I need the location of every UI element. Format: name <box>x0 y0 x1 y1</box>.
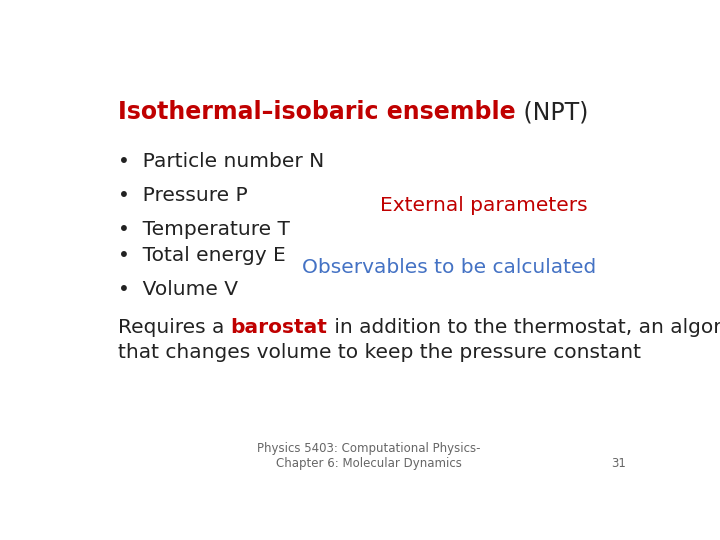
Text: •  Pressure P: • Pressure P <box>118 186 248 205</box>
Text: •  Total energy E: • Total energy E <box>118 246 286 265</box>
Text: in addition to the thermostat, an algorithm: in addition to the thermostat, an algori… <box>328 319 720 338</box>
Text: External parameters: External parameters <box>380 196 588 215</box>
Text: Physics 5403: Computational Physics-
Chapter 6: Molecular Dynamics: Physics 5403: Computational Physics- Cha… <box>257 442 481 470</box>
Text: barostat: barostat <box>230 319 328 338</box>
Text: Requires a: Requires a <box>118 319 230 338</box>
Text: •  Volume V: • Volume V <box>118 280 238 299</box>
Text: 31: 31 <box>611 457 626 470</box>
Text: Observables to be calculated: Observables to be calculated <box>302 258 596 277</box>
Text: Isothermal–isobaric ensemble: Isothermal–isobaric ensemble <box>118 100 516 124</box>
Text: •  Particle number N: • Particle number N <box>118 152 324 171</box>
Text: •  Temperature T: • Temperature T <box>118 220 289 239</box>
Text: (NPT): (NPT) <box>516 100 588 124</box>
Text: that changes volume to keep the pressure constant: that changes volume to keep the pressure… <box>118 343 641 362</box>
